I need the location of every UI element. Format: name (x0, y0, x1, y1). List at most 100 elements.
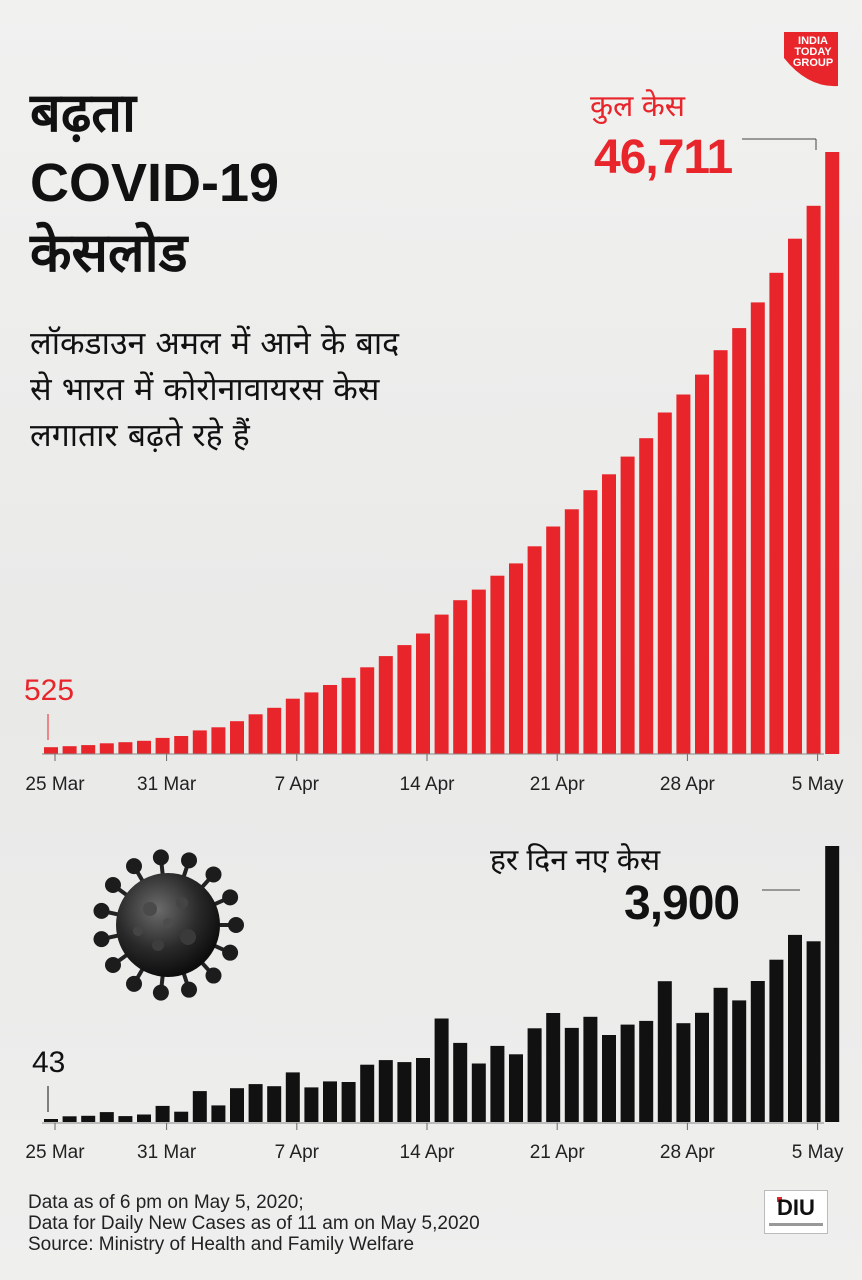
title-line-2: COVID-19 (30, 153, 280, 213)
total-bar-26 (527, 546, 542, 754)
total-bar-13 (285, 698, 300, 754)
total-bar-25 (509, 563, 523, 754)
daily-bar-21 (434, 1018, 449, 1122)
daily-bar-23 (471, 1063, 486, 1122)
daily-bar-34 (676, 1023, 691, 1122)
daily-bar-37 (732, 1000, 747, 1122)
total-bar-39 (769, 272, 784, 754)
total-bar-37 (732, 328, 747, 754)
daily-bar-25 (509, 1054, 523, 1122)
daily-bar-40 (788, 934, 802, 1122)
subtitle: लॉकडाउन अमल में आने के बाद से भारत में क… (30, 324, 400, 454)
daily-bar-17 (360, 1064, 375, 1122)
total-tick-label-3: 14 Apr (399, 774, 455, 795)
total-bar-12 (267, 707, 282, 754)
total-bar-34 (676, 394, 691, 754)
daily-bar-26 (527, 1028, 542, 1122)
total-bar-36 (713, 350, 728, 754)
total-bar-28 (564, 509, 579, 754)
logo-line-2: TODAY (794, 46, 832, 58)
total-bar-20 (416, 633, 430, 754)
total-tick-label-4: 21 Apr (529, 774, 585, 795)
daily-tick-label-4: 21 Apr (529, 1142, 585, 1163)
diu-logo: DIU (764, 1190, 828, 1234)
daily-bar-24 (490, 1045, 505, 1122)
total-tick-label-1: 31 Mar (137, 774, 197, 795)
total-bar-23 (471, 589, 486, 754)
total-cases-label: कुल केस (590, 90, 686, 123)
daily-bar-20 (416, 1058, 430, 1122)
daily-cases-value: 3,900 (624, 877, 740, 930)
daily-tick-label-2: 7 Apr (274, 1142, 319, 1163)
total-bar-19 (397, 645, 412, 754)
footer-line-1: Data as of 6 pm on May 5, 2020; (28, 1192, 304, 1213)
logo-line-3: GROUP (792, 57, 834, 69)
total-cases-value: 46,711 (594, 131, 733, 184)
footer-line-2: Data for Daily New Cases as of 11 am on … (28, 1213, 480, 1234)
daily-bar-41 (806, 941, 821, 1122)
total-bar-9 (211, 727, 226, 754)
tick-marks (54, 754, 819, 1130)
daily-bar-28 (564, 1027, 579, 1122)
total-bar-32 (639, 438, 654, 754)
total-bar-30 (602, 474, 616, 754)
daily-bar-16 (341, 1082, 356, 1122)
daily-bar-12 (267, 1086, 282, 1122)
total-bar-21 (434, 614, 449, 754)
daily-bar-1 (62, 1116, 77, 1122)
title-line-1: बढ़ता (30, 81, 137, 144)
daily-cases-label: हर दिन नए केस (490, 844, 661, 877)
daily-start-value: 43 (32, 1046, 66, 1079)
daily-bar-32 (639, 1020, 654, 1122)
daily-bar-0 (44, 1119, 58, 1122)
daily-bar-36 (713, 987, 728, 1122)
total-cases-bars (44, 152, 840, 755)
total-start-value: 525 (24, 674, 75, 707)
daily-bar-22 (453, 1042, 468, 1122)
total-bar-40 (788, 238, 802, 754)
total-bar-33 (657, 412, 672, 754)
daily-bar-35 (695, 1012, 709, 1122)
page-title: बढ़ता COVID-19 केसलोड (30, 78, 279, 288)
total-bar-10 (230, 721, 244, 754)
total-bar-3 (99, 743, 114, 754)
daily-bar-8 (192, 1091, 207, 1122)
title-line-3: केसलोड (30, 221, 188, 284)
footer-notes: Data as of 6 pm on May 5, 2020; Data for… (28, 1192, 480, 1255)
daily-tick-label-3: 14 Apr (399, 1142, 455, 1163)
daily-bar-9 (211, 1105, 226, 1122)
total-tick-label-0: 25 Mar (25, 774, 85, 795)
daily-bar-15 (323, 1081, 337, 1122)
india-today-logo-icon (784, 32, 838, 87)
daily-bar-13 (285, 1072, 300, 1122)
daily-bar-33 (657, 981, 672, 1122)
total-bar-14 (304, 692, 319, 754)
total-bar-1 (62, 746, 77, 754)
daily-bar-27 (546, 1013, 561, 1122)
coronavirus-icon (93, 849, 244, 1001)
total-bar-42 (825, 152, 840, 754)
total-bar-24 (490, 575, 505, 754)
total-bar-11 (248, 714, 263, 754)
diu-dot-icon (777, 1197, 782, 1202)
daily-tick-label-1: 31 Mar (137, 1142, 197, 1163)
total-bar-8 (192, 730, 207, 754)
total-bar-6 (155, 737, 170, 754)
total-bar-4 (118, 742, 133, 754)
total-bar-0 (44, 747, 58, 754)
total-bar-7 (174, 736, 189, 754)
diu-underline (769, 1223, 823, 1226)
total-bar-22 (453, 600, 468, 754)
daily-cases-bars (44, 846, 840, 1122)
total-bar-31 (620, 456, 635, 754)
total-bar-17 (360, 667, 375, 754)
daily-bar-7 (174, 1111, 189, 1122)
total-bar-5 (137, 740, 151, 754)
daily-tick-label-6: 5 May (791, 1142, 844, 1163)
daily-bar-6 (155, 1105, 170, 1122)
daily-bar-30 (602, 1035, 616, 1122)
daily-bar-31 (620, 1024, 635, 1122)
daily-bar-2 (81, 1115, 96, 1122)
footer-line-3: Source: Ministry of Health and Family We… (28, 1234, 415, 1255)
